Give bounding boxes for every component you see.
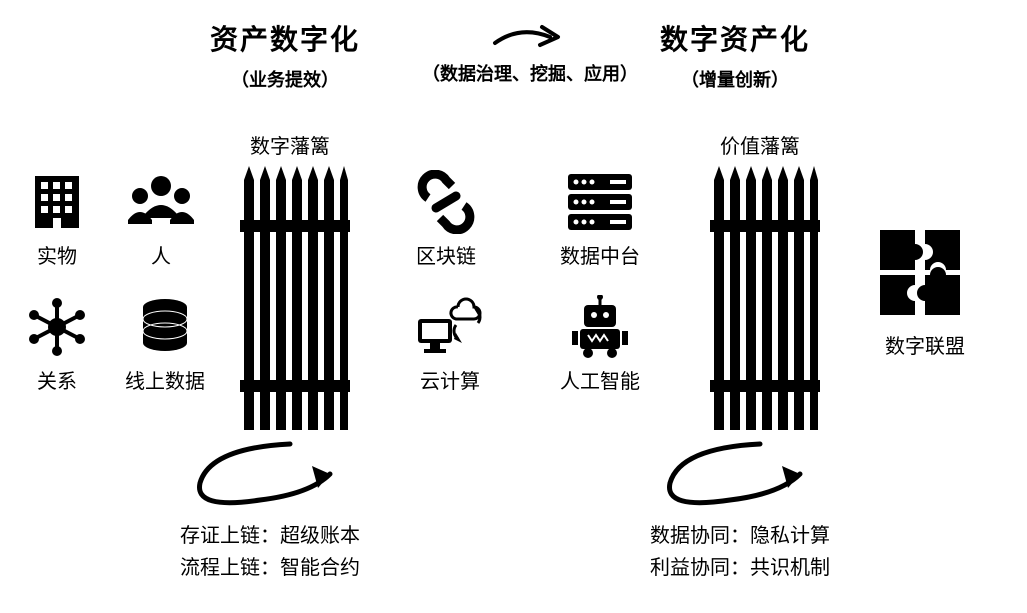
subtitle-left: （业务提效） <box>210 66 360 92</box>
arrow-bottom-left-icon <box>180 438 380 523</box>
people-icon <box>125 170 197 234</box>
fence1-label: 数字藩篱 <box>250 130 330 159</box>
header-row: 资产数字化 （业务提效） （数据治理、挖掘、应用） 数字资产化 （增量创新） <box>0 18 1027 118</box>
arrow-bottom-right-icon <box>650 438 850 523</box>
title-right: 数字资产化 <box>660 18 810 58</box>
label-people: 人 <box>125 240 197 269</box>
label-database: 线上数据 <box>125 365 205 394</box>
label-servers: 数据中台 <box>560 240 640 269</box>
fence2-icon <box>710 160 820 445</box>
bottom-right-line2: 利益协同：共识机制 <box>650 552 830 584</box>
label-chain: 区块链 <box>410 240 482 269</box>
database-icon <box>133 295 197 359</box>
bottom-left-text: 存证上链：超级账本 流程上链：智能合约 <box>180 520 360 584</box>
bottom-left-line1: 存证上链：超级账本 <box>180 520 360 552</box>
cloud-pc-icon <box>410 295 490 359</box>
cell-network: 关系 <box>25 295 89 394</box>
title-left: 资产数字化 <box>210 18 360 58</box>
bottom-right-line1: 数据协同：隐私计算 <box>650 520 830 552</box>
cell-people: 人 <box>125 170 197 269</box>
building-icon <box>25 170 89 234</box>
cell-puzzle: 数字联盟 <box>870 220 980 359</box>
cell-robot: 人工智能 <box>560 295 640 394</box>
cell-servers: 数据中台 <box>560 170 640 269</box>
subtitle-right: （增量创新） <box>660 66 810 92</box>
cell-cloud-pc: 云计算 <box>410 295 490 394</box>
label-cloud-pc: 云计算 <box>410 365 490 394</box>
bottom-right-text: 数据协同：隐私计算 利益协同：共识机制 <box>650 520 830 584</box>
header-left: 资产数字化 （业务提效） <box>210 18 360 92</box>
header-right: 数字资产化 （增量创新） <box>660 18 810 92</box>
label-robot: 人工智能 <box>560 365 640 394</box>
cell-chain: 区块链 <box>410 170 482 269</box>
label-network: 关系 <box>25 365 89 394</box>
puzzle-icon <box>870 220 980 320</box>
network-icon <box>25 295 89 359</box>
fence2-label: 价值藩篱 <box>720 130 800 159</box>
servers-icon <box>560 170 640 234</box>
robot-icon <box>564 295 636 359</box>
cell-building: 实物 <box>25 170 89 269</box>
label-building: 实物 <box>25 240 89 269</box>
label-puzzle: 数字联盟 <box>870 330 980 359</box>
bottom-left-line2: 流程上链：智能合约 <box>180 552 360 584</box>
chain-icon <box>410 170 482 234</box>
cell-database: 线上数据 <box>125 295 205 394</box>
fence1-icon <box>240 160 350 445</box>
subtitle-mid: （数据治理、挖掘、应用） <box>400 60 660 86</box>
